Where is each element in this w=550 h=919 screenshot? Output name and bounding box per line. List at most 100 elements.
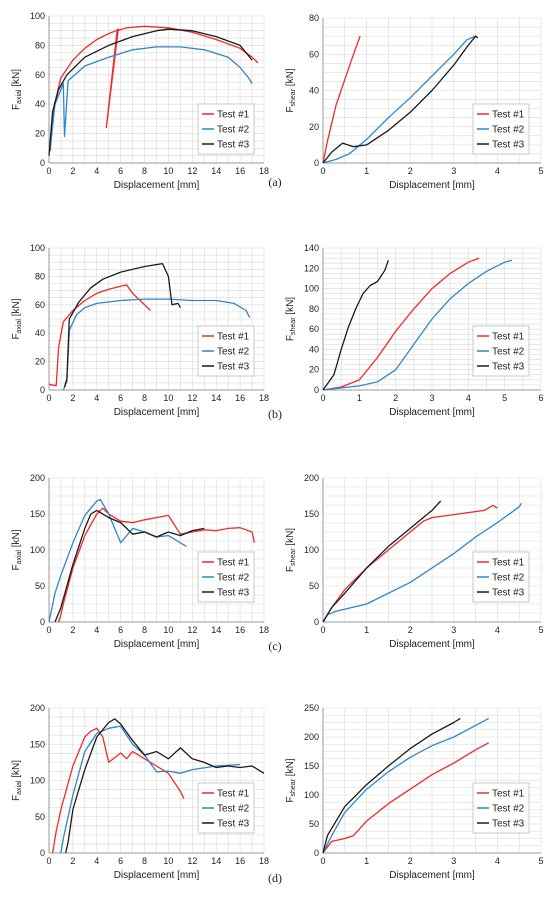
y-tick-label: 50 (35, 581, 45, 591)
x-tick-label: 6 (118, 166, 123, 176)
x-tick-label: 10 (163, 856, 173, 866)
y-axis-label-sub: shear (290, 778, 297, 796)
legend: Test #1 Test #2 Test #3 (472, 103, 530, 155)
legend-label-test-1: Test #1 (217, 789, 250, 800)
panel-caption: (b) (268, 407, 282, 421)
y-tick-label: 0 (40, 617, 45, 627)
x-tick-label: 6 (118, 856, 123, 866)
x-tick-label: 0 (320, 856, 325, 866)
legend-label-test-2: Test #2 (492, 347, 525, 358)
x-tick-label: 4 (466, 393, 471, 403)
y-axis-label: Faxial [kN] (11, 69, 23, 110)
legend-label-test-1: Test #1 (492, 789, 525, 800)
x-tick-label: 16 (235, 166, 245, 176)
panel-caption: (d) (268, 871, 282, 885)
legend-label-test-1: Test #1 (217, 332, 250, 343)
x-tick-label: 3 (451, 856, 456, 866)
y-axis-label: Fshear [kN] (285, 758, 297, 802)
legend-label-test-2: Test #2 (492, 125, 525, 136)
legend-label-test-3: Test #3 (492, 140, 525, 151)
series-line-test-1 (322, 742, 490, 854)
series-line-test-2 (322, 35, 476, 164)
chart-2: 0 1 2 3 4 5 0 20 40 60 80 Displacement [mm] Fshear [… (285, 13, 544, 191)
legend-label-test-3: Test #3 (492, 588, 525, 599)
x-tick-label: 8 (142, 856, 147, 866)
panel-caption: (a) (268, 175, 281, 189)
x-tick-label: 4 (94, 625, 99, 635)
y-axis-label: Faxial [kN] (11, 760, 23, 801)
y-tick-label: 40 (35, 328, 45, 338)
series-line-test-2 (322, 259, 513, 391)
legend-label-test-1: Test #1 (217, 558, 250, 569)
series-line-test-3 (65, 718, 265, 854)
y-tick-label: 100 (30, 243, 45, 253)
series-line-test-3 (322, 500, 442, 623)
x-tick-label: 14 (211, 856, 221, 866)
y-tick-label: 50 (309, 581, 319, 591)
legend-label-test-1: Test #1 (492, 110, 525, 121)
x-tick-label: 6 (118, 393, 123, 403)
x-tick-label: 5 (538, 856, 543, 866)
x-tick-label: 4 (94, 166, 99, 176)
series-line-test-3 (322, 35, 479, 164)
series-line-test-1 (57, 507, 256, 623)
x-tick-label: 4 (495, 625, 500, 635)
legend: Test #1 Test #2 Test #3 (197, 103, 255, 155)
legend-label-test-2: Test #2 (492, 573, 525, 584)
series-line-test-2 (60, 725, 241, 854)
x-axis-label: Displacement [mm] (389, 407, 475, 418)
x-tick-label: 18 (259, 393, 269, 403)
y-axis-label-sub: axial (16, 550, 23, 565)
legend: Test #1 Test #2 Test #3 (197, 325, 255, 377)
x-tick-label: 0 (320, 393, 325, 403)
y-tick-label: 120 (304, 263, 319, 273)
legend-label-test-3: Test #3 (217, 588, 250, 599)
x-tick-label: 10 (163, 625, 173, 635)
y-axis-label-unit: [kN] (285, 297, 296, 318)
x-tick-label: 5 (538, 625, 543, 635)
legend: Test #1 Test #2 Test #3 (472, 325, 530, 377)
y-tick-label: 0 (40, 158, 45, 168)
y-tick-label: 50 (35, 812, 45, 822)
x-tick-label: 5 (538, 166, 543, 176)
legend-label-test-3: Test #3 (217, 140, 250, 151)
x-tick-label: 1 (364, 856, 369, 866)
y-tick-label: 100 (30, 776, 45, 786)
y-tick-label: 60 (309, 49, 319, 59)
legend-label-test-3: Test #3 (492, 819, 525, 830)
legend-label-test-2: Test #2 (217, 573, 250, 584)
x-axis-label: Displacement [mm] (114, 180, 200, 191)
x-tick-label: 12 (187, 625, 197, 635)
x-axis-label: Displacement [mm] (389, 639, 475, 650)
y-axis-label-main: F (285, 566, 296, 572)
y-tick-label: 200 (304, 732, 319, 742)
y-tick-label: 0 (40, 848, 45, 858)
y-tick-label: 40 (309, 86, 319, 96)
y-axis-label: Faxial [kN] (11, 529, 23, 570)
y-tick-label: 140 (304, 243, 319, 253)
x-tick-label: 5 (502, 393, 507, 403)
y-tick-label: 0 (314, 158, 319, 168)
x-tick-label: 3 (451, 166, 456, 176)
x-tick-label: 10 (163, 166, 173, 176)
y-tick-label: 0 (314, 848, 319, 858)
series-line-test-1 (322, 35, 361, 164)
y-axis-label-main: F (285, 796, 296, 802)
legend-label-test-2: Test #2 (217, 347, 250, 358)
y-tick-label: 200 (304, 473, 319, 483)
panel-caption: (c) (268, 639, 281, 653)
y-tick-label: 60 (35, 300, 45, 310)
legend-label-test-3: Test #3 (217, 362, 250, 373)
x-tick-label: 2 (70, 393, 75, 403)
series-line-test-2 (48, 498, 187, 623)
legend-label-test-1: Test #1 (492, 558, 525, 569)
x-tick-label: 1 (357, 393, 362, 403)
y-axis-label-sub: shear (290, 548, 297, 566)
y-tick-label: 20 (35, 129, 45, 139)
x-tick-label: 2 (408, 856, 413, 866)
series-line-test-1 (51, 727, 185, 854)
legend-label-test-2: Test #2 (217, 125, 250, 136)
